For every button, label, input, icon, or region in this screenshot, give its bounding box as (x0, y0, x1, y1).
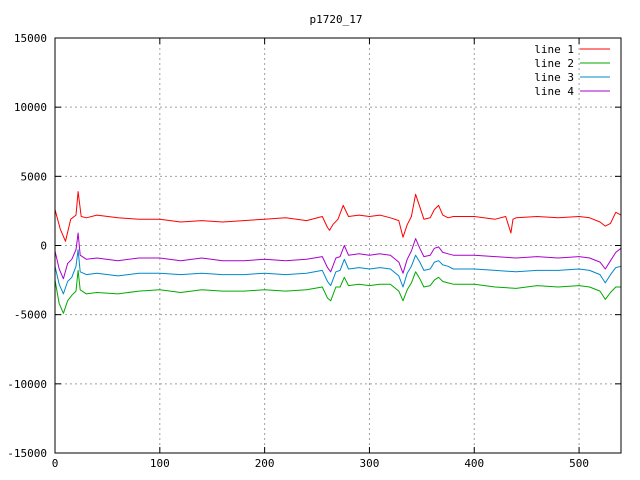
chart-title: p1720_17 (310, 13, 363, 26)
x-tick-label: 500 (569, 457, 589, 470)
legend-label-3: line 3 (534, 71, 574, 84)
x-tick-label: 300 (360, 457, 380, 470)
y-tick-label: -10000 (7, 378, 47, 391)
x-tick-label: 100 (150, 457, 170, 470)
x-tick-label: 400 (464, 457, 484, 470)
grid (55, 38, 621, 453)
series-line-1 (54, 191, 622, 242)
x-tick-label: 200 (255, 457, 275, 470)
series-line-3 (54, 249, 622, 295)
legend-label-2: line 2 (534, 57, 574, 70)
x-tick-label: 0 (52, 457, 59, 470)
series-line-4 (54, 232, 622, 280)
legend-label-1: line 1 (534, 43, 574, 56)
legend-label-4: line 4 (534, 85, 574, 98)
series-line-2 (54, 269, 621, 314)
y-tick-label: 5000 (21, 170, 48, 183)
y-tick-label: -15000 (7, 447, 47, 460)
y-tick-label: -5000 (14, 309, 47, 322)
axis-ticks: 0 100 200 300 400 500 -15000 -10000 -5000 0 5000 10… (7, 32, 621, 470)
y-tick-label: 10000 (14, 101, 47, 114)
y-tick-label: 15000 (14, 32, 47, 45)
y-tick-label: 0 (40, 240, 47, 253)
series-lines (54, 191, 622, 314)
